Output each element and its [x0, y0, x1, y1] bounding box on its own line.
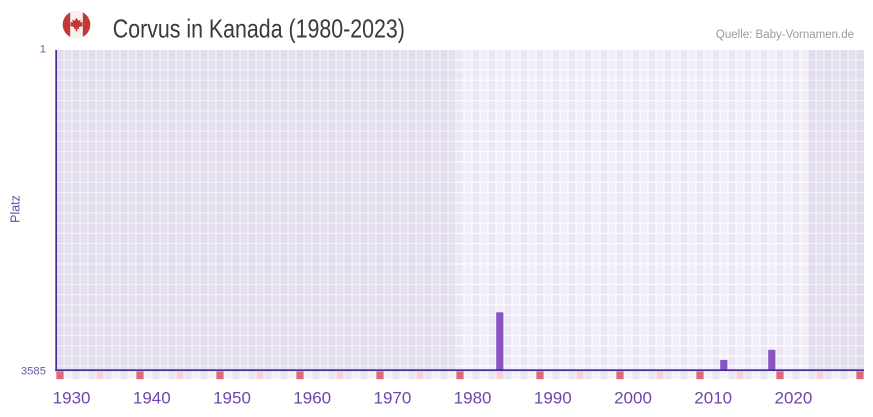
svg-text:1990: 1990 [534, 389, 572, 408]
svg-text:1940: 1940 [133, 389, 171, 408]
svg-text:1960: 1960 [293, 389, 331, 408]
svg-text:2010: 2010 [694, 389, 732, 408]
svg-text:1: 1 [40, 43, 46, 55]
svg-text:2020: 2020 [774, 389, 812, 408]
svg-text:Quelle: Baby-Vornamen.de: Quelle: Baby-Vornamen.de [716, 29, 854, 41]
svg-text:1970: 1970 [373, 389, 411, 408]
svg-text:Platz: Platz [9, 195, 23, 223]
svg-text:2000: 2000 [614, 389, 652, 408]
svg-text:1950: 1950 [213, 389, 251, 408]
svg-text:Corvus in Kanada (1980-2023): Corvus in Kanada (1980-2023) [113, 15, 405, 44]
svg-text:1930: 1930 [53, 389, 91, 408]
svg-text:1980: 1980 [454, 389, 492, 408]
svg-text:3585: 3585 [21, 366, 46, 378]
